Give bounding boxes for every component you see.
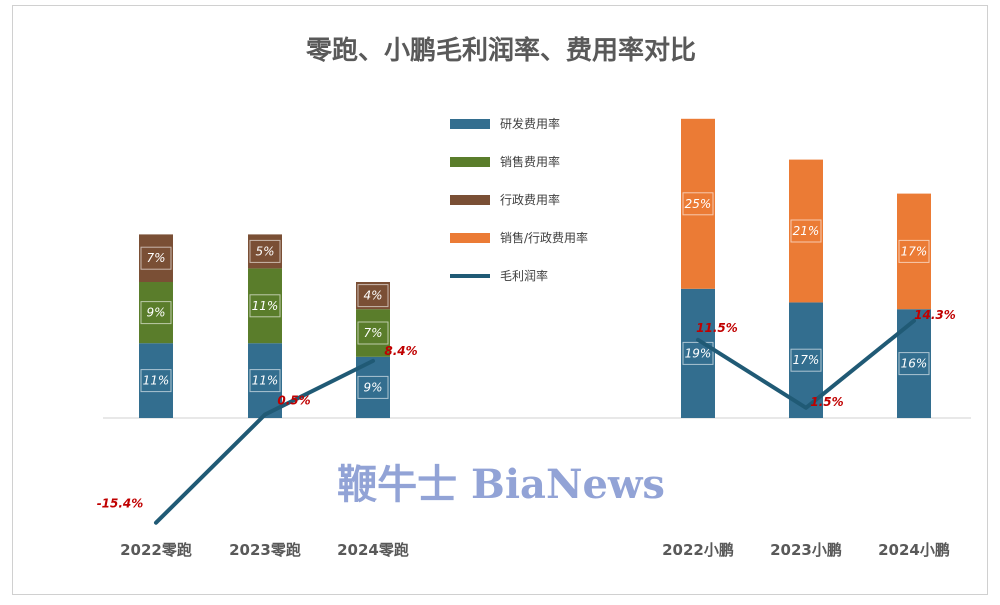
margin-value-label: 11.5% (696, 321, 738, 335)
bar-value-label: 17% (901, 244, 928, 258)
bar-label-box (898, 239, 930, 263)
category-tick-label: 2024小鹏 (878, 541, 950, 559)
legend-label: 销售/行政费用率 (500, 230, 588, 245)
legend-swatch (450, 119, 490, 129)
bar-label-box (357, 284, 389, 308)
bar-value-label: 17% (793, 353, 820, 367)
bar-value-label: 5% (255, 244, 274, 258)
bar-value-label: 21% (793, 224, 820, 238)
category-tick-label: 2023零跑 (229, 541, 301, 559)
bar-label-box (898, 352, 930, 376)
bar-value-label: 11% (252, 374, 279, 388)
bar-label-box (682, 192, 714, 216)
bar-label-box (249, 369, 281, 393)
bar-label-box (249, 239, 281, 263)
category-tick-label: 2023小鹏 (770, 541, 842, 559)
legend-swatch (450, 195, 490, 205)
legend-label: 毛利润率 (500, 268, 548, 283)
bar-value-label: 11% (143, 374, 170, 388)
margin-line-series (696, 318, 916, 410)
bar-label-box (249, 294, 281, 318)
legend-swatch (450, 157, 490, 167)
bar-label-box (682, 341, 714, 365)
bar-label-box (140, 246, 172, 270)
bar-value-label: 9% (363, 380, 382, 394)
chart-frame: 零跑、小鹏毛利润率、费用率对比 11% 9% 7% 11% 11% 5% 9% 7% 4% 19%… (12, 5, 988, 595)
margin-value-label: 1.5% (810, 395, 843, 409)
bar-value-label: 25% (685, 197, 712, 211)
bar-value-label: 19% (685, 346, 712, 360)
margin-line-series (154, 358, 375, 525)
bar-value-label: 16% (901, 357, 928, 371)
bar-label-box (140, 369, 172, 393)
margin-value-label: -15.4% (97, 497, 144, 511)
legend-label: 研发费用率 (500, 116, 560, 131)
legend-line-swatch (450, 274, 490, 278)
bar-label-box (790, 348, 822, 372)
category-tick-label: 2024零跑 (337, 541, 409, 559)
margin-value-label: 14.3% (914, 308, 956, 322)
margin-value-label: 0.5% (277, 394, 310, 408)
category-labels: 2022零跑 2023零跑 2024零跑 2022小鹏 2023小鹏 2024小鹏 (120, 541, 950, 559)
bar-label-box (357, 375, 389, 399)
category-tick-label: 2022零跑 (120, 541, 192, 559)
legend-label: 销售费用率 (500, 154, 560, 169)
bar-label-box (140, 301, 172, 325)
bar-value-label: 9% (146, 306, 165, 320)
bar-label-box (790, 219, 822, 243)
category-tick-label: 2022小鹏 (662, 541, 734, 559)
bar-value-label: 4% (363, 289, 382, 303)
bar-value-label: 7% (363, 326, 382, 340)
bar-value-label: 7% (146, 251, 165, 265)
bar-label-box (357, 321, 389, 345)
legend-swatch (450, 233, 490, 243)
bars-layer: 11% 9% 7% 11% 11% 5% 9% 7% 4% 19% 25% 17% 21% 16% 17% (139, 118, 931, 418)
watermark: 鞭牛士 BiaNews (337, 461, 665, 508)
margin-lines-layer: -15.4% 0.5% 8.4% 11.5% 1.5% 14.3% (97, 308, 956, 525)
legend-label: 行政费用率 (500, 192, 560, 207)
chart: 零跑、小鹏毛利润率、费用率对比 11% 9% 7% 11% 11% 5% 9% 7% 4% 19%… (97, 35, 971, 559)
margin-value-label: 8.4% (384, 344, 417, 358)
bar-value-label: 11% (252, 299, 279, 313)
chart-title: 零跑、小鹏毛利润率、费用率对比 (306, 35, 696, 66)
